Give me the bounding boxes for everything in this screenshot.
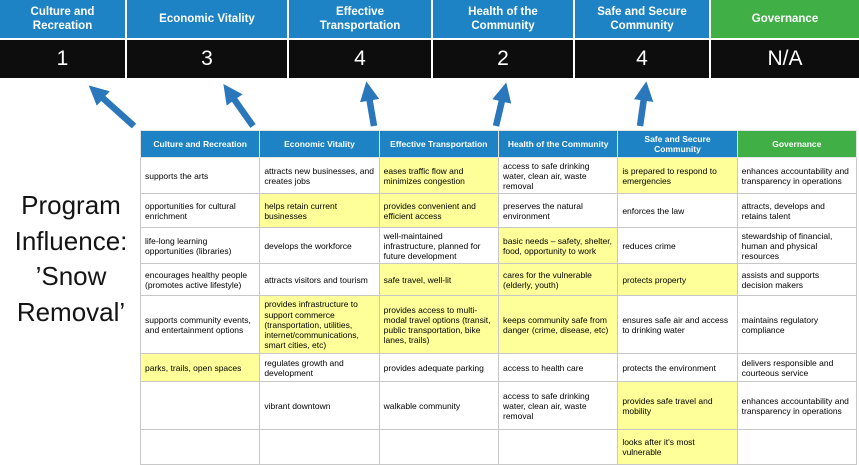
matrix-cell: develops the workforce bbox=[259, 227, 380, 265]
matrix-cell: provides adequate parking bbox=[378, 353, 499, 383]
up-arrow-icon bbox=[360, 81, 380, 127]
title-line: Influence: bbox=[14, 225, 128, 256]
score-culture-recreation: 1 bbox=[0, 40, 125, 78]
up-arrow-icon bbox=[223, 84, 256, 128]
matrix-row: opportunities for cultural enrichment he… bbox=[139, 193, 858, 229]
up-arrow-icon bbox=[492, 82, 512, 127]
title-line: ’Snow bbox=[35, 261, 107, 292]
matrix-header-health-community: Health of the Community bbox=[497, 129, 619, 159]
matrix-cell: well-maintained infrastructure, planned … bbox=[378, 227, 499, 265]
matrix-cell: is prepared to respond to emergencies bbox=[617, 157, 738, 195]
matrix-cell: assists and supports decision makers bbox=[736, 263, 858, 297]
matrix-cell: helps retain current businesses bbox=[259, 193, 380, 229]
matrix-cell: looks after it's most vulnerable bbox=[617, 429, 738, 465]
matrix-cell: delivers responsible and courteous servi… bbox=[736, 353, 858, 383]
score-economic-vitality: 3 bbox=[127, 40, 287, 78]
influence-matrix: Culture and Recreation Economic Vitality… bbox=[139, 129, 858, 465]
pillar-header-health-community: Health of the Community bbox=[433, 0, 573, 38]
program-influence-title: Program Influence: ’Snow Removal’ bbox=[2, 188, 140, 330]
matrix-row: supports community events, and entertain… bbox=[139, 295, 858, 355]
matrix-cell: ensures safe air and access to drinking … bbox=[617, 295, 738, 355]
matrix-cell: access to safe drinking water, clean air… bbox=[497, 157, 619, 195]
matrix-cell: cares for the vulnerable (elderly, youth… bbox=[497, 263, 619, 297]
matrix-cell: walkable community bbox=[378, 381, 499, 431]
matrix-header-row: Culture and Recreation Economic Vitality… bbox=[139, 129, 858, 159]
matrix-cell: preserves the natural environment bbox=[497, 193, 619, 229]
matrix-cell: parks, trails, open spaces bbox=[139, 353, 261, 383]
score-governance: N/A bbox=[711, 40, 859, 78]
matrix-cell: basic needs – safety, shelter, food, opp… bbox=[497, 227, 619, 265]
matrix-cell: life-long learning opportunities (librar… bbox=[139, 227, 261, 265]
matrix-cell: enhances accountability and transparency… bbox=[736, 381, 858, 431]
pillar-header-culture-recreation: Culture and Recreation bbox=[0, 0, 125, 38]
pillar-header-governance: Governance bbox=[711, 0, 859, 38]
matrix-cell: provides infrastructure to support comme… bbox=[259, 295, 380, 355]
matrix-cell bbox=[378, 429, 499, 465]
pillar-header-economic-vitality: Economic Vitality bbox=[127, 0, 287, 38]
matrix-cell: reduces crime bbox=[617, 227, 738, 265]
matrix-header-economic-vitality: Economic Vitality bbox=[259, 129, 380, 159]
score-safe-secure-community: 4 bbox=[575, 40, 709, 78]
matrix-cell: maintains regulatory compliance bbox=[736, 295, 858, 355]
matrix-cell: stewardship of financial, human and phys… bbox=[736, 227, 858, 265]
pillar-header-effective-transportation: Effective Transportation bbox=[289, 0, 431, 38]
matrix-cell: supports community events, and entertain… bbox=[139, 295, 261, 355]
score-effective-transportation: 4 bbox=[289, 40, 431, 78]
matrix-header-culture-recreation: Culture and Recreation bbox=[139, 129, 261, 159]
up-arrow-icon bbox=[633, 81, 654, 127]
matrix-cell: protects the environment bbox=[617, 353, 738, 383]
matrix-header-governance: Governance bbox=[736, 129, 858, 159]
matrix-row: vibrant downtown walkable community acce… bbox=[139, 381, 858, 431]
matrix-cell: provides access to multi-modal travel op… bbox=[378, 295, 499, 355]
title-line: Removal’ bbox=[16, 296, 126, 327]
matrix-header-safe-secure-community: Safe and Secure Community bbox=[617, 129, 738, 159]
matrix-row: parks, trails, open spaces regulates gro… bbox=[139, 353, 858, 383]
matrix-row: life-long learning opportunities (librar… bbox=[139, 227, 858, 265]
matrix-cell: attracts, develops and retains talent bbox=[736, 193, 858, 229]
score-arrows bbox=[88, 81, 654, 129]
matrix-cell: provides safe travel and mobility bbox=[617, 381, 738, 431]
matrix-cell: keeps community safe from danger (crime,… bbox=[497, 295, 619, 355]
matrix-cell bbox=[139, 429, 261, 465]
title-line: Program bbox=[21, 190, 121, 220]
matrix-cell bbox=[497, 429, 619, 465]
score-health-community: 2 bbox=[433, 40, 573, 78]
matrix-cell: supports the arts bbox=[139, 157, 261, 195]
matrix-cell: provides convenient and efficient access bbox=[378, 193, 499, 229]
matrix-cell: safe travel, well-lit bbox=[378, 263, 499, 297]
pillar-header-row: Culture and Recreation Economic Vitality… bbox=[0, 0, 859, 38]
matrix-cell: enhances accountability and transparency… bbox=[736, 157, 858, 195]
matrix-cell bbox=[139, 381, 261, 431]
matrix-cell bbox=[259, 429, 380, 465]
matrix-cell: access to safe drinking water, clean air… bbox=[497, 381, 619, 431]
matrix-cell: eases traffic flow and minimizes congest… bbox=[378, 157, 499, 195]
up-arrow-icon bbox=[88, 85, 137, 129]
matrix-cell: access to health care bbox=[497, 353, 619, 383]
matrix-cell: regulates growth and development bbox=[259, 353, 380, 383]
matrix-cell: encourages healthy people (promotes acti… bbox=[139, 263, 261, 297]
matrix-header-effective-transportation: Effective Transportation bbox=[378, 129, 499, 159]
score-row: 1 3 4 2 4 N/A bbox=[0, 40, 859, 78]
matrix-row: supports the arts attracts new businesse… bbox=[139, 157, 858, 195]
matrix-row: encourages healthy people (promotes acti… bbox=[139, 263, 858, 297]
matrix-cell: opportunities for cultural enrichment bbox=[139, 193, 261, 229]
pillar-header-safe-secure-community: Safe and Secure Community bbox=[575, 0, 709, 38]
matrix-cell: attracts visitors and tourism bbox=[259, 263, 380, 297]
matrix-row: looks after it's most vulnerable bbox=[139, 429, 858, 465]
matrix-cell: enforces the law bbox=[617, 193, 738, 229]
matrix-cell: vibrant downtown bbox=[259, 381, 380, 431]
matrix-cell bbox=[736, 429, 858, 465]
matrix-cell: protects property bbox=[617, 263, 738, 297]
matrix-cell: attracts new businesses, and creates job… bbox=[259, 157, 380, 195]
